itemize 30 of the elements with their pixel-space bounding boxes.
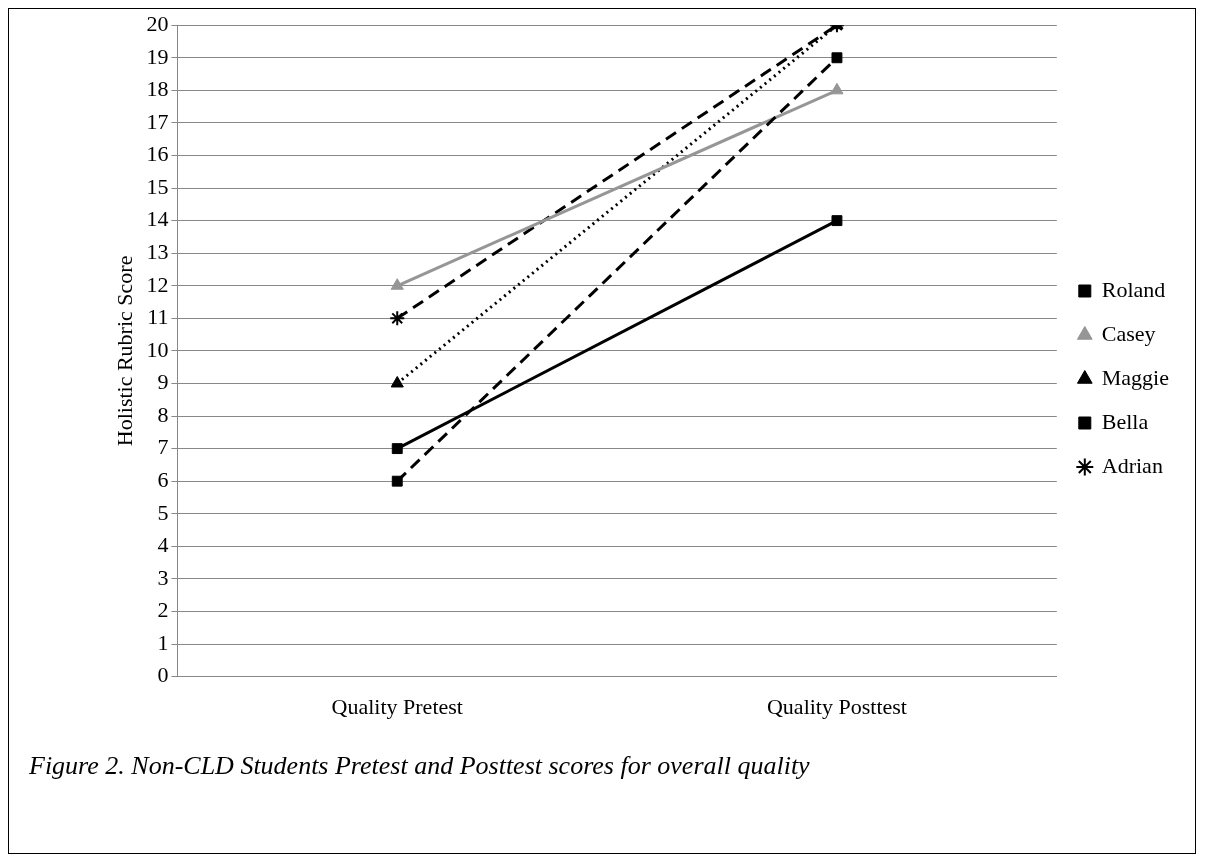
y-tick-label: 12	[146, 271, 169, 297]
y-tick-label: 10	[146, 336, 169, 362]
y-tick-label: 16	[146, 141, 169, 167]
y-tick-label: 13	[146, 238, 169, 264]
legend-label: Maggie	[1101, 364, 1169, 390]
y-tick-label: 9	[157, 369, 169, 395]
y-tick-label: 7	[157, 434, 169, 460]
y-tick-label: 6	[157, 466, 169, 492]
y-tick-label: 0	[157, 662, 169, 688]
x-tick-label: Quality Posttest	[766, 693, 907, 719]
y-axis-title: Holistic Rubric Score	[111, 255, 137, 447]
legend-label: Adrian	[1101, 452, 1163, 478]
y-tick-label: 1	[157, 629, 169, 655]
y-tick-label: 2	[157, 597, 169, 623]
y-tick-label: 19	[146, 43, 169, 69]
legend-label: Casey	[1101, 320, 1156, 346]
x-tick-label: Quality Pretest	[331, 693, 463, 719]
y-tick-label: 3	[157, 564, 169, 590]
caption: Figure 2. Non-CLD Students Pretest and Posttest scores for overall quality	[29, 751, 811, 781]
y-tick-label: 5	[157, 499, 169, 525]
y-tick-label: 17	[146, 108, 169, 134]
y-tick-label: 8	[157, 401, 169, 427]
y-tick-label: 14	[146, 206, 169, 232]
y-tick-label: 4	[157, 532, 169, 558]
y-tick-label: 15	[146, 173, 169, 199]
legend-label: Bella	[1101, 408, 1149, 434]
legend-label: Roland	[1101, 276, 1166, 302]
y-tick-label: 20	[146, 10, 169, 36]
y-tick-label: 11	[147, 304, 169, 330]
y-tick-label: 18	[146, 76, 169, 102]
